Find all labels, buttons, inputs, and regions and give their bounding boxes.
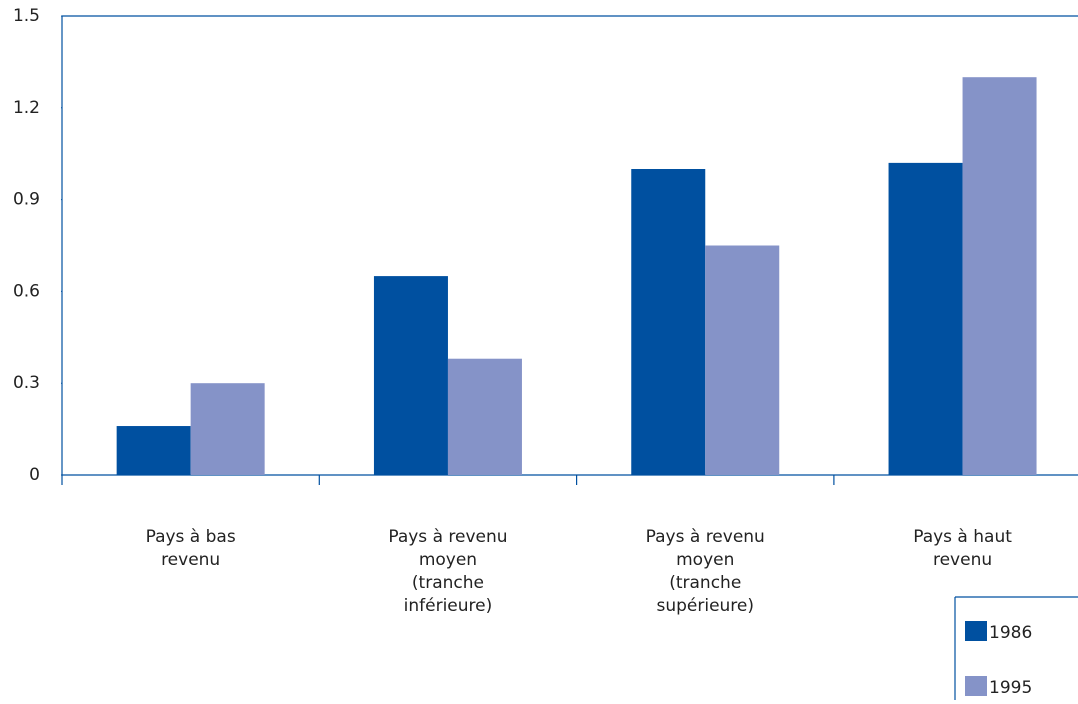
y-tick-label: 0.3 xyxy=(13,373,40,393)
x-tick-label-line: revenu xyxy=(933,550,992,570)
x-tick-label: Pays à bas revenu xyxy=(146,527,236,570)
x-tick-label-line: Pays à revenu xyxy=(646,527,765,547)
x-tick-label-line: Pays à haut xyxy=(913,527,1012,547)
bar xyxy=(373,276,448,475)
legend-swatch xyxy=(965,676,987,696)
bar xyxy=(190,383,265,475)
bar xyxy=(447,358,522,475)
legend-label: 1986 xyxy=(989,623,1032,643)
bar xyxy=(705,245,780,475)
x-tick-label-line: (tranche xyxy=(412,573,484,593)
x-tick-label: Pays à revenu moyen (tranche inférieure) xyxy=(388,527,507,616)
y-tick-label: 1.2 xyxy=(13,98,40,118)
x-tick-label-line: supérieure) xyxy=(656,596,754,616)
x-tick-label-line: revenu xyxy=(161,550,220,570)
y-tick-label: 0 xyxy=(29,465,40,485)
x-tick-label-line: Pays à revenu xyxy=(388,527,507,547)
x-tick-label-line: (tranche xyxy=(669,573,741,593)
x-tick-label-line: inférieure) xyxy=(404,596,493,616)
y-tick-label: 0.6 xyxy=(13,281,40,301)
x-tick-label-line: moyen xyxy=(419,550,477,570)
x-tick-label-line: Pays à bas xyxy=(146,527,236,547)
bar xyxy=(631,169,706,475)
y-tick-label: 1.5 xyxy=(13,6,40,26)
legend-swatch xyxy=(965,621,987,641)
bar xyxy=(888,162,963,475)
x-tick-label: Pays à revenu moyen (tranche supérieure) xyxy=(646,527,765,616)
bar xyxy=(962,77,1037,475)
x-tick-label: Pays à haut revenu xyxy=(913,527,1012,570)
legend-label: 1995 xyxy=(989,678,1032,698)
x-tick-label-line: moyen xyxy=(676,550,734,570)
bar xyxy=(116,426,191,475)
y-tick-label: 0.9 xyxy=(13,190,40,210)
